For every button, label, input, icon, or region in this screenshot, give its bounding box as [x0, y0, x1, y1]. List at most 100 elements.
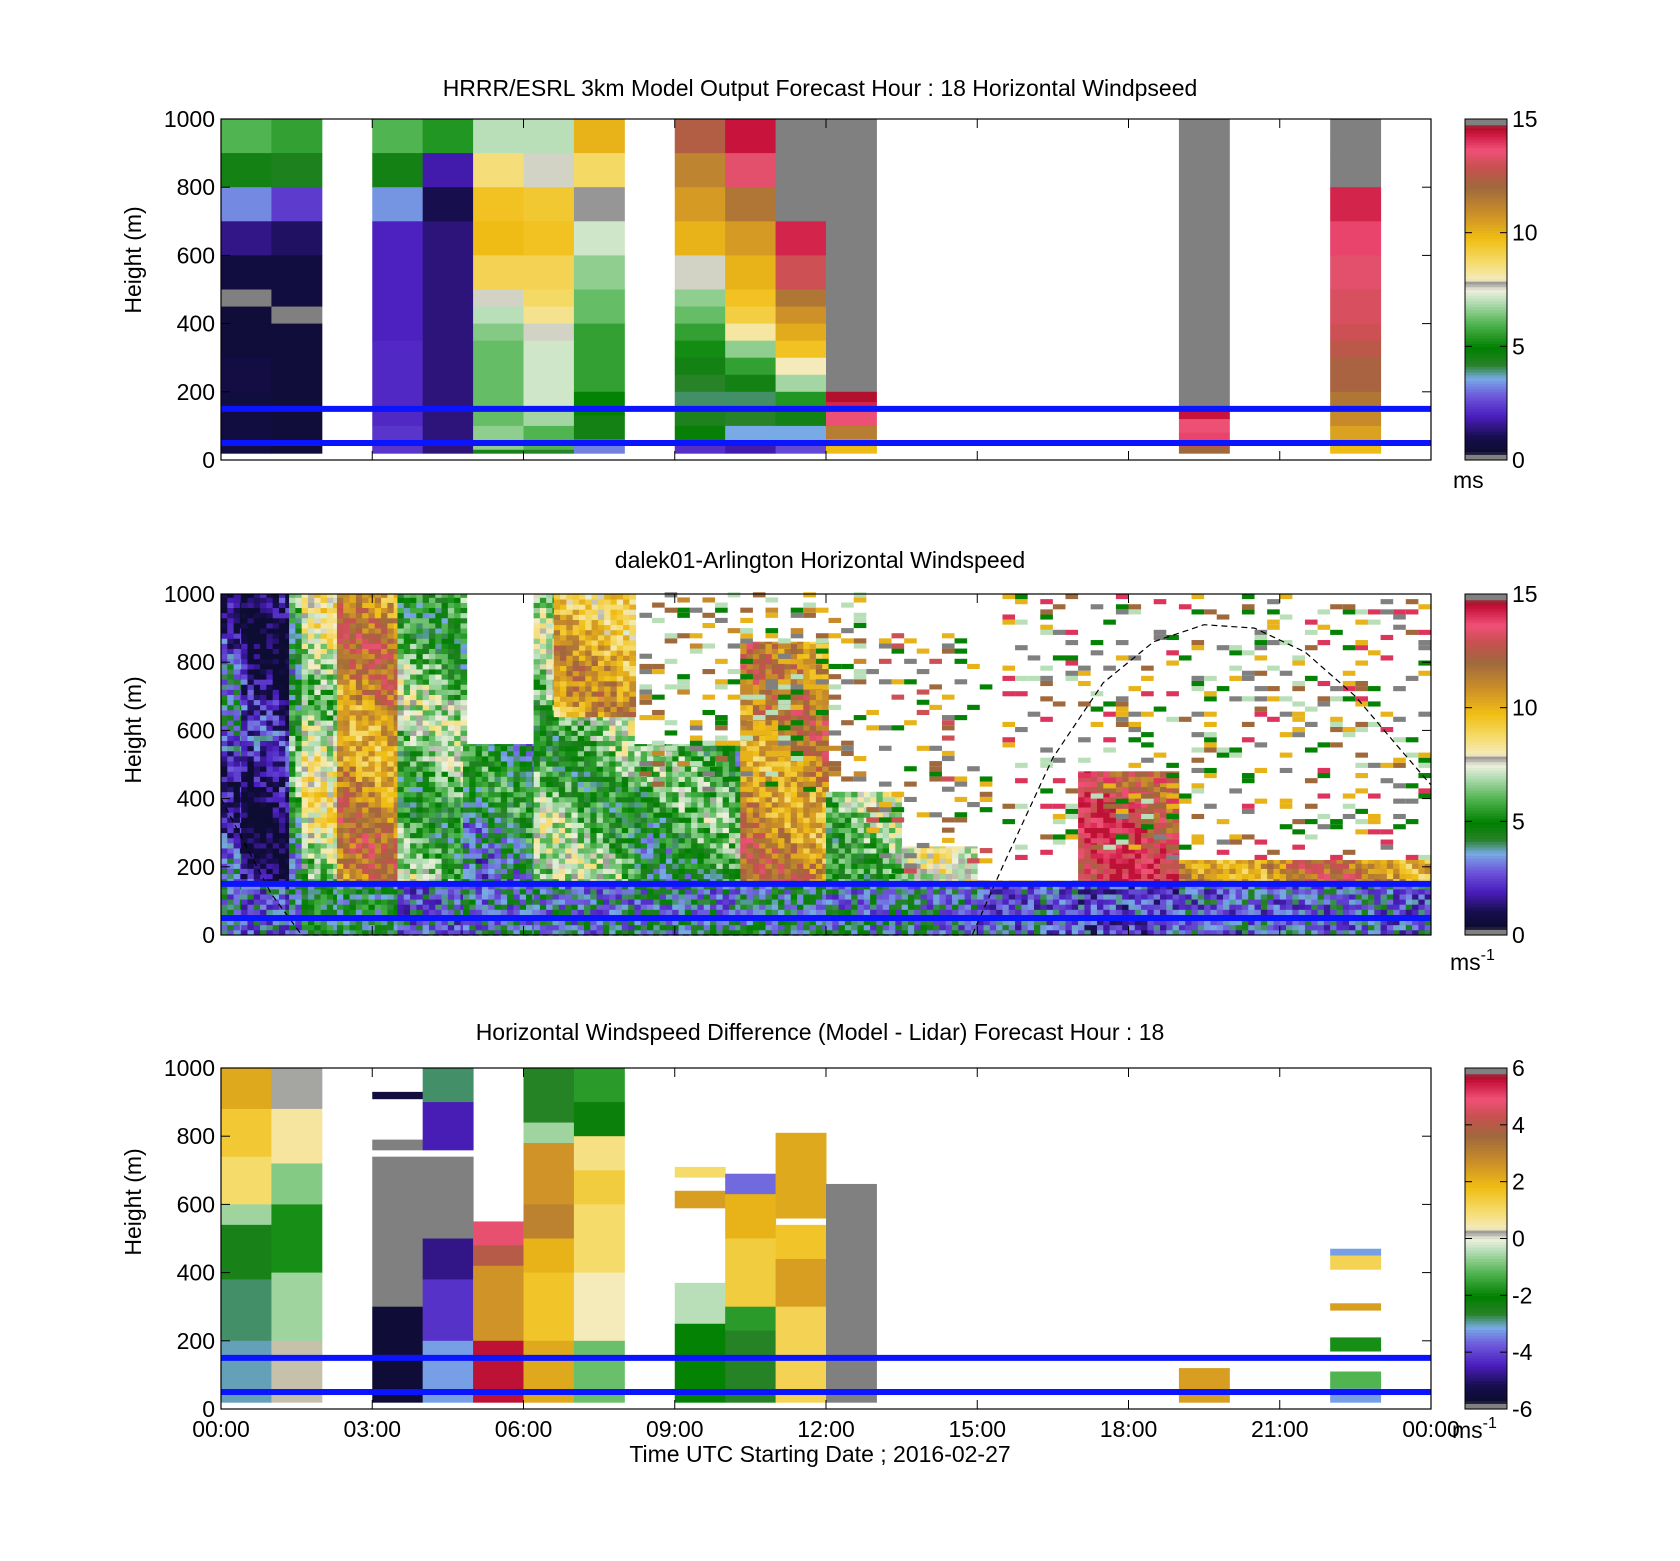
lidar-gate [629, 624, 637, 631]
lidar-gate [565, 761, 572, 767]
lidar-gate [247, 796, 255, 803]
lidar-gate [507, 766, 514, 772]
lidar-gate [374, 669, 382, 675]
lidar-gate [278, 802, 286, 808]
colorbar-segment [1465, 164, 1507, 168]
lidar-gate [227, 802, 235, 808]
lidar-gate [422, 658, 430, 665]
lidar-gate [247, 643, 255, 649]
lidar-gate [616, 670, 624, 677]
lidar-gate [460, 689, 468, 695]
lidar-gate [507, 858, 514, 864]
lidar-gate [463, 791, 470, 798]
lidar-gate [609, 919, 616, 926]
lidar-gate [233, 694, 241, 701]
lidar-gate [577, 745, 585, 752]
data-cell [523, 255, 575, 290]
lidar-gate [463, 807, 470, 813]
lidar-gate [447, 873, 455, 880]
lidar-gate [447, 648, 455, 655]
lidar-gate [604, 665, 611, 672]
lidar-gate [481, 776, 489, 782]
lidar-gate [539, 894, 547, 900]
lidar-gate [513, 827, 521, 834]
lidar-gate [362, 735, 369, 742]
colorbar-segment [1465, 298, 1507, 302]
lidar-gate [454, 868, 461, 875]
lidar-gate [460, 699, 468, 706]
lidar-gate [403, 837, 411, 844]
lidar-gate [326, 781, 334, 788]
lidar-gate [416, 704, 424, 711]
lidar-gate [519, 848, 527, 854]
lidar-gate [494, 899, 502, 905]
lidar-gate [221, 899, 228, 905]
lidar-gate [447, 745, 455, 752]
lidar-gate [609, 863, 616, 869]
lidar-gate [266, 607, 274, 614]
lidar-gate [266, 694, 274, 701]
lidar-gate [475, 781, 483, 788]
lidar-gate [221, 674, 228, 680]
lidar-gate [374, 594, 382, 598]
lidar-gate [295, 653, 303, 660]
lidar-gate [546, 740, 553, 747]
lidar-gate [447, 817, 455, 823]
lidar-gate [469, 761, 477, 767]
lidar-gate [272, 904, 280, 910]
lidar-gate [488, 873, 495, 880]
lidar-gate [326, 919, 334, 926]
lidar-gate [289, 832, 296, 839]
lidar-gate [349, 679, 357, 685]
lidar-gate [397, 628, 405, 634]
lidar-gate [387, 607, 395, 614]
lidar-gate [463, 899, 470, 905]
lidar-gate [571, 802, 579, 808]
lidar-gate [266, 781, 274, 788]
lidar-gate [558, 791, 566, 798]
lidar-gate [260, 894, 267, 900]
panel-title: HRRR/ESRL 3km Model Output Forecast Hour… [443, 75, 1198, 101]
lidar-gate [333, 617, 340, 624]
lidar-gate [628, 812, 635, 818]
lidar-gate [454, 899, 461, 905]
lidar-gate [454, 761, 461, 767]
lidar-gate [278, 674, 286, 680]
lidar-gate [463, 894, 470, 900]
lidar-gate [343, 909, 350, 915]
lidar-gate [368, 750, 376, 757]
lidar-gate [597, 599, 605, 605]
lidar-gate [368, 827, 376, 834]
lidar-gate [441, 929, 449, 936]
data-cell [422, 187, 474, 222]
lidar-gate [301, 904, 309, 910]
lidar-gate [326, 653, 334, 660]
lidar-gate [640, 868, 648, 875]
lidar-gate [320, 730, 328, 736]
lidar-gate [253, 643, 261, 649]
lidar-gate [441, 638, 449, 644]
lidar-gate [247, 735, 255, 742]
lidar-gate [403, 817, 411, 823]
lidar-gate [604, 645, 611, 651]
lidar-gate [289, 842, 296, 849]
lidar-gate [572, 665, 580, 672]
colorbar-segment [1465, 428, 1507, 433]
lidar-gate [628, 909, 635, 915]
colorbar-segment [1465, 181, 1507, 185]
lidar-gate [596, 832, 604, 839]
lidar-gate [533, 909, 541, 915]
lidar-gate [285, 694, 292, 701]
lidar-gate [469, 791, 477, 798]
lidar-gate [558, 858, 566, 864]
lidar-gate [397, 868, 405, 875]
lidar-gate [494, 744, 502, 747]
lidar-gate [602, 735, 610, 742]
lidar-gate [469, 796, 477, 803]
lidar-gate [266, 822, 274, 828]
lidar-gate [475, 807, 483, 813]
lidar-gate [447, 853, 455, 859]
lidar-gate [241, 617, 248, 624]
lidar-gate [221, 745, 228, 752]
